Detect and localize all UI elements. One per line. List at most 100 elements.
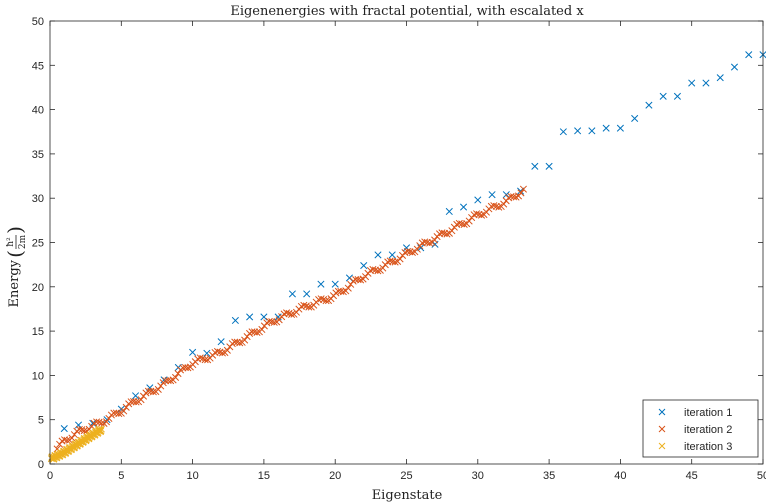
data-point <box>460 220 468 229</box>
data-point <box>154 385 162 393</box>
data-point <box>474 196 482 204</box>
data-point <box>482 208 490 216</box>
data-point <box>588 127 596 135</box>
data-point <box>716 74 724 82</box>
y-axis-label-paren-right: ) <box>3 226 27 234</box>
data-point <box>196 354 204 362</box>
data-point <box>388 251 396 259</box>
data-point <box>374 267 382 275</box>
series-3 <box>47 425 105 463</box>
data-point <box>413 245 421 253</box>
x-tick-label: 30 <box>472 470 484 482</box>
data-point <box>102 418 111 426</box>
data-point <box>218 349 226 357</box>
data-point <box>305 303 313 311</box>
data-point <box>322 297 330 305</box>
y-tick-label: 25 <box>32 238 44 250</box>
legend-marker <box>658 408 666 416</box>
data-point <box>357 276 365 284</box>
y-tick-label: 45 <box>32 60 44 72</box>
data-point <box>288 290 296 298</box>
data-point <box>246 313 254 321</box>
data-point <box>396 255 404 263</box>
data-point <box>517 189 525 197</box>
y-tick-label: 20 <box>32 282 44 294</box>
data-point <box>317 280 325 288</box>
y-tick-label: 10 <box>32 370 44 382</box>
data-point <box>174 370 182 378</box>
data-point <box>616 124 624 132</box>
data-point <box>344 284 352 292</box>
data-point <box>149 388 157 396</box>
data-point <box>426 239 434 247</box>
data-point <box>260 313 268 321</box>
data-point <box>137 396 145 404</box>
data-point <box>688 79 696 87</box>
chart-title: Eigenenergies with fractal potential, wi… <box>230 4 584 19</box>
data-point <box>167 377 175 385</box>
legend-marker <box>658 442 666 450</box>
y-tick-label: 15 <box>32 326 44 338</box>
y-tick-label: 50 <box>32 16 44 28</box>
data-point <box>379 264 387 272</box>
data-point <box>253 328 261 336</box>
x-tick-label: 50 <box>757 470 766 482</box>
data-point <box>448 227 456 235</box>
data-point <box>473 210 481 218</box>
data-point <box>490 202 498 210</box>
y-axis-label-text: Energy <box>7 259 22 307</box>
data-point <box>97 427 105 435</box>
data-point <box>408 248 416 257</box>
x-tick-label: 20 <box>329 470 341 482</box>
data-point <box>287 310 296 318</box>
x-tick-label: 25 <box>400 470 412 482</box>
data-point <box>201 356 209 364</box>
x-tick-label: 5 <box>118 470 124 482</box>
y-axis-label: Energy ( ħ² 2m ) <box>3 226 28 307</box>
x-tick-label: 15 <box>258 470 270 482</box>
data-point <box>317 295 325 303</box>
y-tick-label: 40 <box>32 105 44 117</box>
data-point <box>488 191 496 199</box>
data-point <box>673 92 681 100</box>
data-point <box>231 316 239 325</box>
x-tick-label: 45 <box>686 470 698 482</box>
plot-area <box>50 21 763 464</box>
data-point <box>63 436 71 444</box>
data-point <box>730 63 739 71</box>
data-point <box>189 348 197 356</box>
data-point <box>361 273 370 281</box>
data-point <box>360 261 368 270</box>
data-point <box>431 236 439 244</box>
data-point <box>391 258 399 266</box>
data-point <box>283 309 291 317</box>
data-point <box>217 338 225 346</box>
y-tick-label: 0 <box>38 459 44 471</box>
data-point <box>203 349 211 357</box>
data-point <box>300 301 308 309</box>
data-point <box>132 398 140 406</box>
y-tick-label: 35 <box>32 149 44 161</box>
data-point <box>270 318 278 326</box>
data-point <box>241 336 249 344</box>
legend-entry-label: iteration 2 <box>684 424 732 436</box>
data-point <box>258 325 266 334</box>
x-tick-label: 40 <box>614 470 626 482</box>
x-axis-label: Eigenstate <box>372 488 443 503</box>
data-point <box>303 290 311 298</box>
data-point <box>659 92 667 100</box>
data-point <box>531 162 539 170</box>
data-point <box>184 364 192 372</box>
data-point <box>120 407 128 415</box>
data-point <box>459 203 468 211</box>
data-point <box>519 185 527 193</box>
data-point <box>495 203 503 211</box>
data-point <box>631 114 639 123</box>
data-point <box>172 373 180 381</box>
data-point <box>97 419 106 427</box>
data-point <box>80 427 88 435</box>
data-point <box>702 79 710 87</box>
data-point <box>602 124 610 132</box>
series-2 <box>53 185 527 453</box>
